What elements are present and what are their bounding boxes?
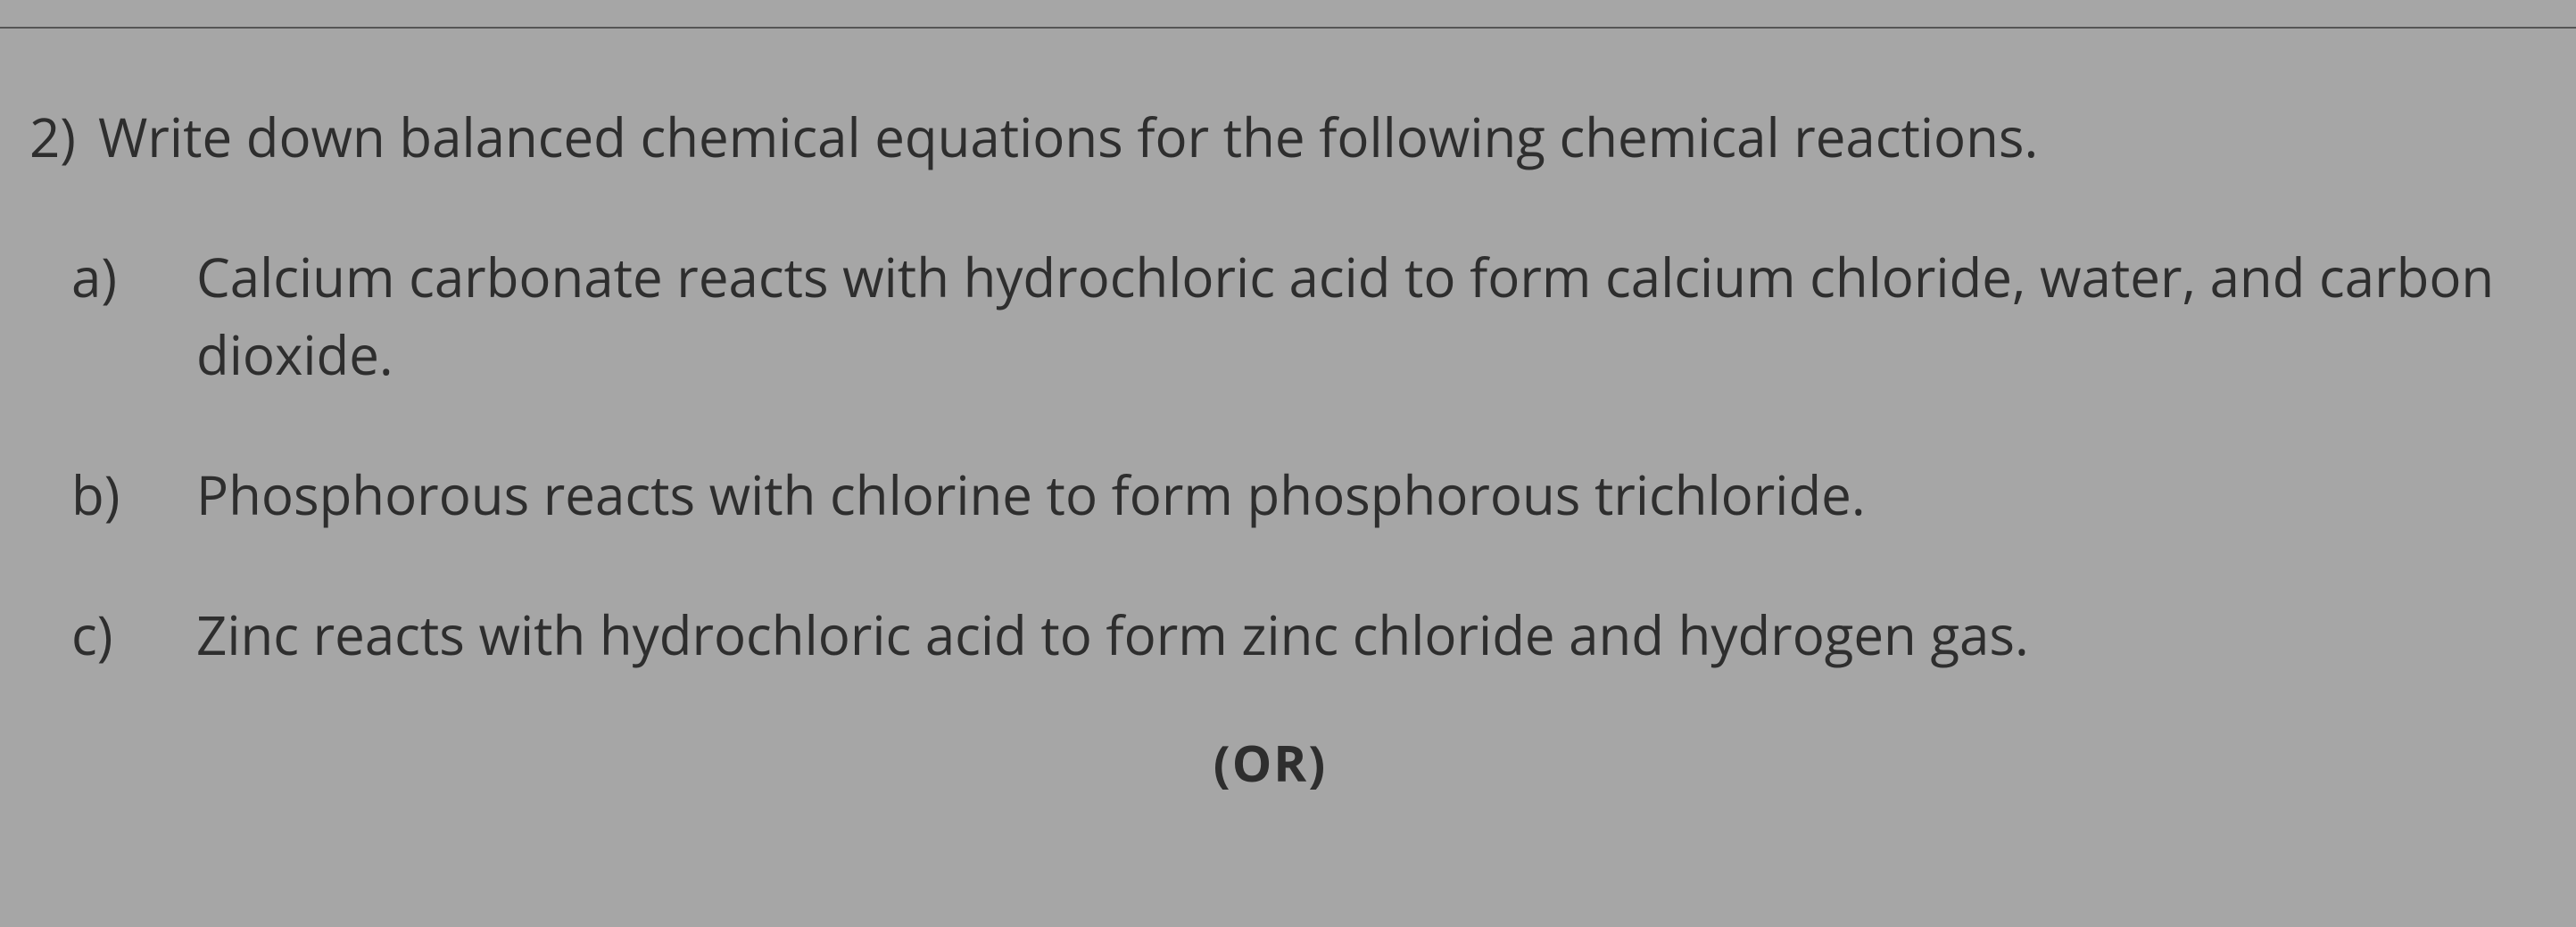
item-row-a: a) Calcium carbonate reacts with hydroch… — [62, 238, 2540, 393]
question-block: 2) Write down balanced chemical equation… — [0, 98, 2540, 799]
item-label: b) — [62, 456, 170, 534]
item-label: a) — [62, 238, 170, 316]
item-text: Zinc reacts with hydrochloric acid to fo… — [170, 596, 2540, 674]
item-text: Phosphorous reacts with chlorine to form… — [170, 456, 2540, 534]
question-number: 2) — [0, 98, 98, 176]
horizontal-rule — [0, 27, 2576, 29]
question-row: 2) Write down balanced chemical equation… — [0, 98, 2540, 176]
exam-page: 2) Write down balanced chemical equation… — [0, 0, 2576, 927]
item-row-b: b) Phosphorous reacts with chlorine to f… — [62, 456, 2540, 534]
item-row-c: c) Zinc reacts with hydrochloric acid to… — [62, 596, 2540, 674]
question-prompt: Write down balanced chemical equations f… — [98, 98, 2540, 176]
or-separator: (OR) — [0, 727, 2540, 799]
item-text: Calcium carbonate reacts with hydrochlor… — [170, 238, 2540, 393]
item-label: c) — [62, 596, 170, 674]
